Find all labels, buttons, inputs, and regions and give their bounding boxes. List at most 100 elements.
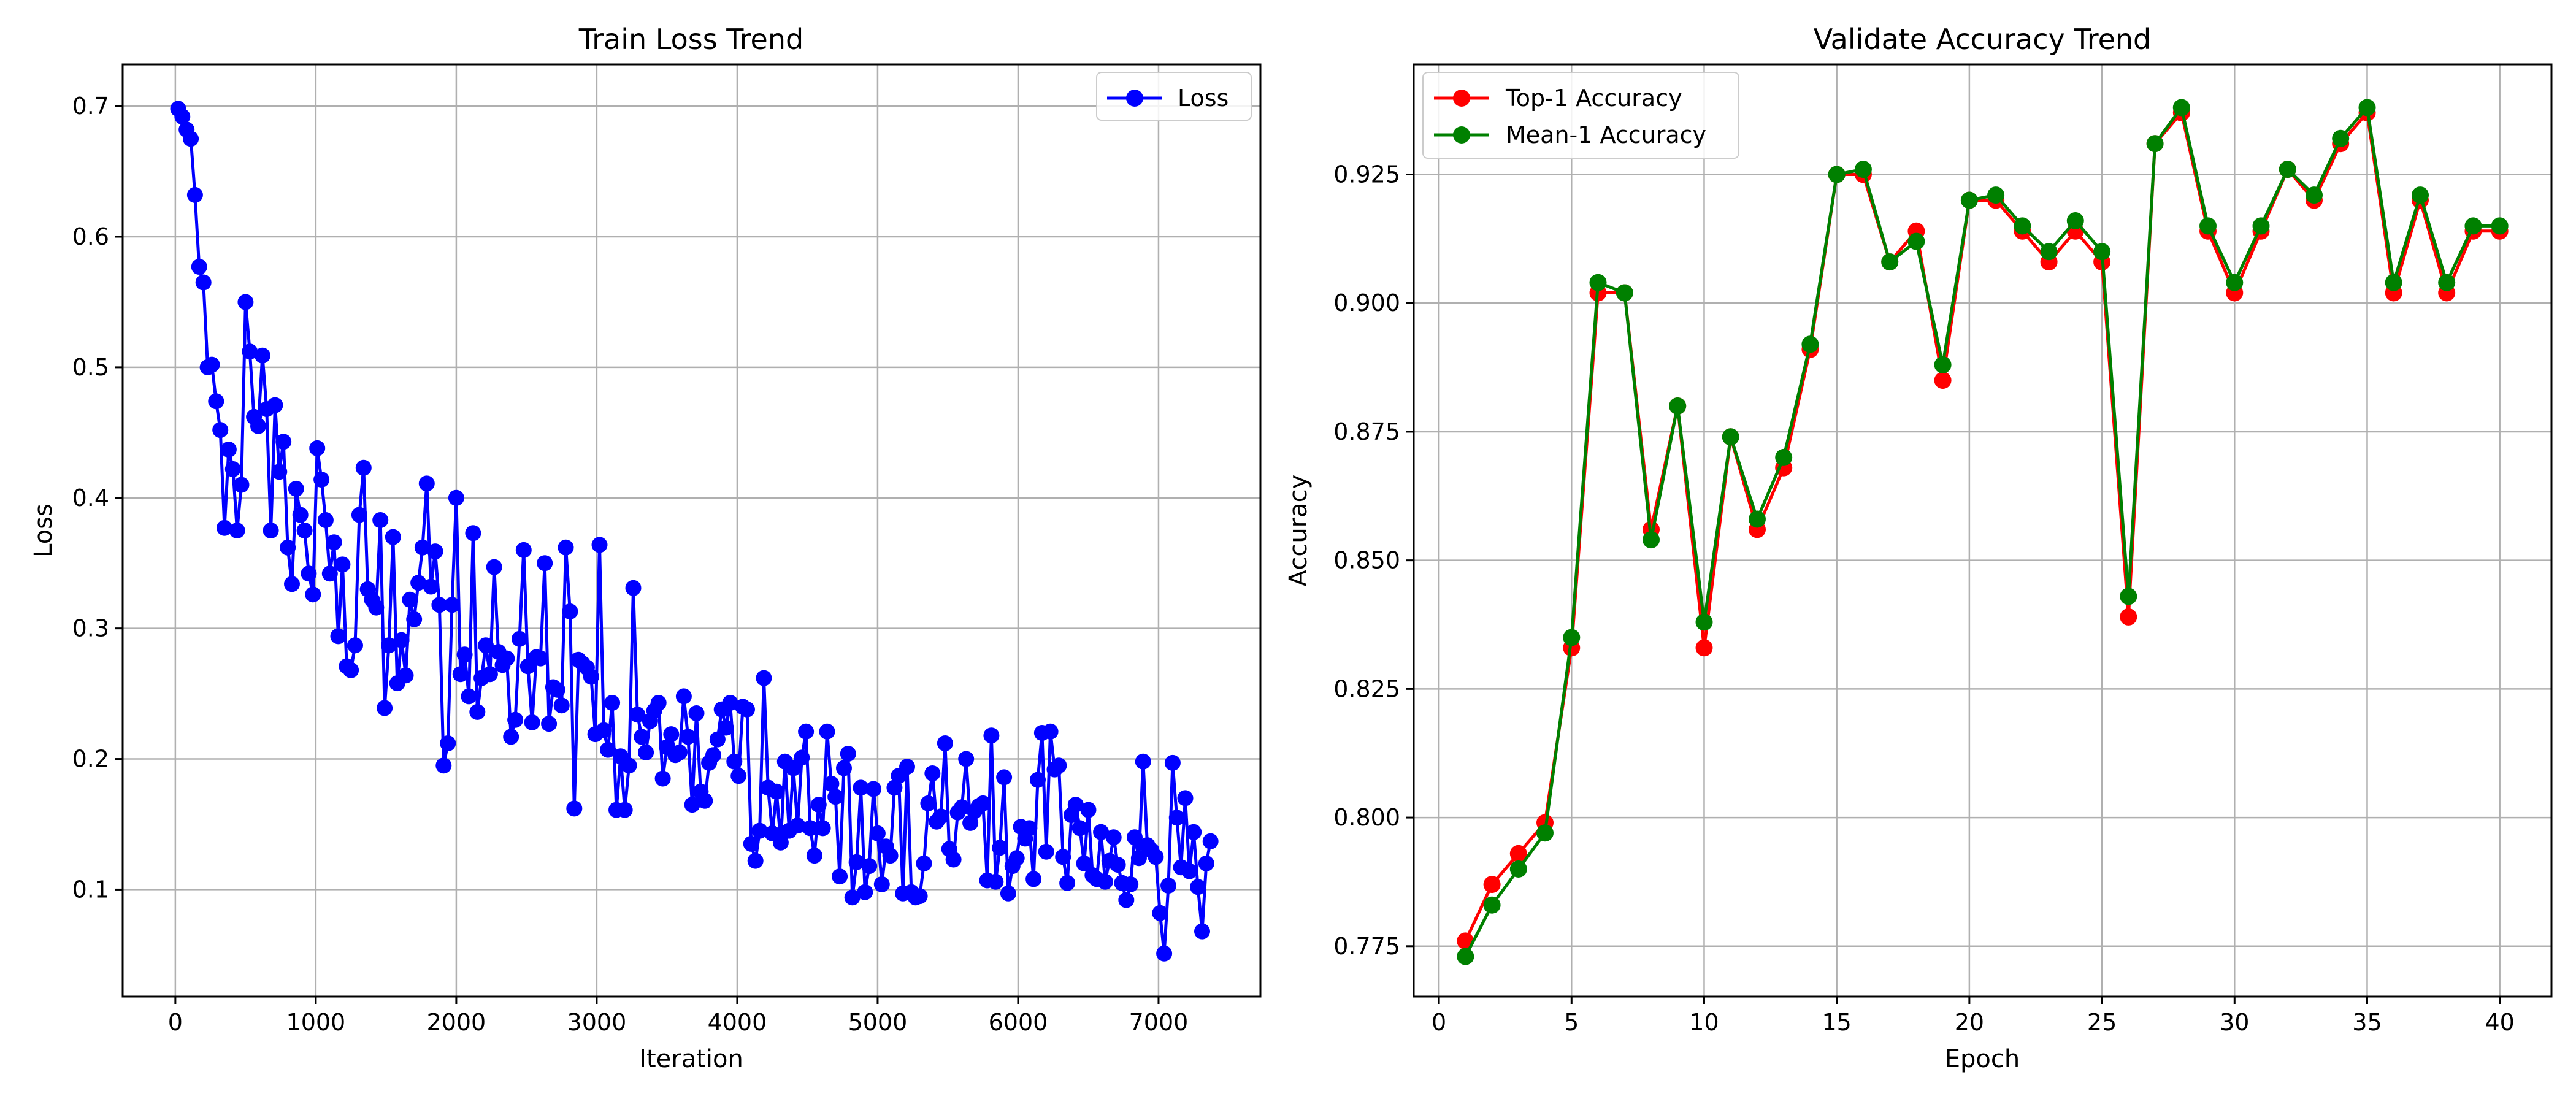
y-axis-label: Loss	[29, 504, 58, 557]
legend: Top-1 Accuracy Mean-1 Accuracy	[1422, 72, 1739, 159]
x-tick-label: 3000	[567, 1009, 627, 1036]
series-line-mean-1-accuracy	[1464, 106, 2500, 957]
data-point	[1152, 905, 1168, 921]
data-point	[675, 688, 692, 705]
data-point	[186, 186, 203, 203]
data-point	[515, 542, 532, 558]
data-point	[2120, 588, 2137, 605]
x-tick-label: 0	[1432, 1009, 1446, 1036]
data-point	[916, 855, 932, 871]
data-point	[1118, 892, 1135, 908]
data-point	[2412, 186, 2429, 204]
legend: Loss	[1096, 72, 1252, 121]
data-point	[600, 741, 616, 758]
data-point	[865, 781, 882, 797]
data-point	[2172, 99, 2190, 117]
y-tick-label: 0.925	[1333, 161, 1400, 188]
data-point	[418, 475, 435, 492]
validate-accuracy-chart: 0 5 10 15 20 25 30 35 40 0.775 0.800 0.825 0.850 0.8…	[1284, 23, 2553, 1073]
data-point	[1156, 945, 1173, 962]
data-point	[1148, 849, 1164, 865]
data-point	[537, 555, 553, 572]
data-point	[756, 670, 772, 686]
data-point	[1194, 923, 1210, 940]
plot-area	[1414, 64, 2551, 997]
data-point	[705, 747, 721, 764]
data-point	[1563, 629, 1581, 646]
legend-box	[1096, 72, 1252, 121]
data-point	[1000, 885, 1016, 902]
x-tick-label: 10	[1689, 1009, 1719, 1036]
data-point	[406, 611, 423, 627]
data-point	[1038, 843, 1054, 860]
data-point	[1021, 820, 1038, 837]
data-point	[242, 343, 258, 360]
data-point	[751, 822, 768, 839]
data-point	[275, 434, 292, 450]
data-point	[1160, 878, 1176, 894]
data-point	[1775, 448, 1793, 466]
data-point	[1008, 850, 1025, 867]
data-point	[684, 797, 700, 813]
x-ticks: 0 1000 2000 3000 4000 5000 6000 7000	[168, 997, 1188, 1036]
series-layer	[170, 101, 1219, 962]
data-point	[1071, 820, 1088, 837]
chart-title: Train Loss Trend	[578, 23, 803, 56]
data-point	[254, 347, 270, 364]
data-point	[680, 729, 696, 745]
data-point	[1483, 896, 1501, 914]
data-point	[284, 576, 300, 592]
y-tick-label: 0.6	[72, 223, 109, 250]
data-point	[486, 559, 502, 575]
data-point	[1080, 802, 1097, 818]
y-tick-label: 0.850	[1333, 547, 1400, 574]
data-point	[301, 565, 317, 582]
x-tick-label: 1000	[286, 1009, 346, 1036]
x-tick-label: 25	[2087, 1009, 2117, 1036]
data-point	[1907, 232, 1925, 250]
data-point	[195, 274, 212, 291]
data-point	[499, 650, 515, 667]
data-point	[924, 765, 941, 781]
data-point	[461, 688, 477, 705]
data-point	[309, 440, 326, 456]
data-point	[688, 705, 705, 721]
data-point	[393, 632, 410, 648]
data-point	[772, 834, 789, 851]
legend-label-top1: Top-1 Accuracy	[1505, 85, 1682, 112]
data-point	[2146, 135, 2164, 153]
data-point	[220, 442, 237, 458]
data-point	[958, 751, 975, 767]
data-point	[456, 646, 473, 663]
data-point	[1198, 855, 1214, 871]
data-point	[229, 523, 245, 538]
data-point	[2252, 217, 2270, 235]
chart-title: Validate Accuracy Trend	[1814, 23, 2152, 56]
data-point	[427, 543, 443, 560]
y-tick-label: 0.900	[1333, 289, 1400, 316]
data-point	[410, 575, 427, 591]
y-axis-label: Accuracy	[1284, 475, 1313, 587]
data-point	[1934, 372, 1952, 389]
data-point	[848, 854, 865, 870]
data-point	[191, 259, 207, 275]
x-tick-label: 20	[1955, 1009, 1984, 1036]
data-point	[718, 719, 734, 736]
data-point	[638, 744, 654, 760]
data-point	[326, 534, 342, 551]
data-point	[1589, 274, 1607, 291]
data-point	[629, 707, 646, 723]
data-point	[911, 888, 928, 905]
x-ticks: 0 5 10 15 20 25 30 35 40	[1432, 997, 2515, 1036]
data-point	[836, 760, 852, 776]
data-point	[2226, 274, 2244, 291]
data-point	[591, 537, 608, 553]
data-point	[1960, 191, 1978, 209]
data-point	[313, 472, 330, 488]
data-point	[747, 852, 764, 869]
data-point	[987, 873, 1004, 890]
data-point	[2306, 186, 2323, 204]
data-point	[730, 768, 747, 784]
data-point	[1025, 871, 1042, 887]
